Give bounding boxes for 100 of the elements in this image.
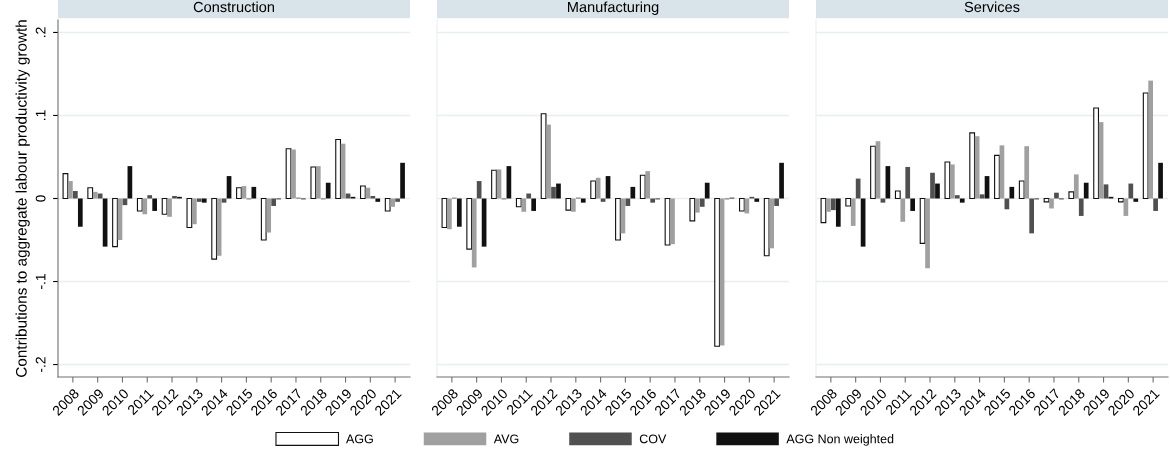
bar [625,198,631,206]
bar [1024,146,1030,199]
bar [994,154,1000,200]
bar [699,198,705,207]
bar [870,145,876,200]
bar [820,197,827,224]
bar [826,198,831,212]
bar [335,138,342,200]
bar [689,197,696,222]
bar [167,198,172,217]
bar [900,198,906,222]
bar [236,187,242,200]
bar [959,198,965,203]
bar [546,124,551,199]
bar [211,197,218,260]
legend-label: AGG [346,434,373,444]
bar [400,162,405,199]
bar [925,198,930,269]
bar [359,185,366,200]
bar [910,198,916,211]
bar [73,191,78,199]
bar [1018,180,1025,200]
bar [556,183,561,199]
bar [1009,186,1015,199]
bar [291,149,296,199]
bar [87,187,94,200]
bar [1128,183,1134,199]
bar [704,182,710,199]
bar [266,198,272,233]
bar [570,198,576,212]
bar [1073,174,1079,199]
bar [1158,162,1163,199]
bar [325,182,331,199]
bar [384,197,391,212]
bar [650,198,656,203]
bar [954,195,960,199]
bar [521,198,527,212]
bar [221,198,227,203]
bar [122,198,128,206]
bar [1054,192,1059,199]
bar [260,197,267,241]
bar [754,198,760,202]
bar [850,198,856,226]
y-tick-label: -.1 [35,274,46,290]
bar [905,166,911,199]
bar [551,186,556,199]
bar [694,198,700,213]
bar [68,181,73,199]
bar [441,197,448,229]
chart-title: Manufacturing [567,1,659,16]
bar [375,198,381,202]
bar [580,198,586,203]
bar [191,198,197,225]
bar [779,162,784,199]
bar [271,198,277,206]
bar [186,197,193,229]
bar [1117,197,1124,203]
bar [831,198,836,211]
bar [738,197,745,212]
bar [1133,198,1139,202]
bar [714,197,721,347]
bar [845,197,852,207]
bar [645,171,651,199]
bar [835,198,841,227]
bar [1029,198,1035,234]
bar [136,197,143,212]
y-axis-title: Contributions to aggregate labour productivity growth [15,20,30,377]
bar [944,161,951,200]
bar [1068,191,1075,200]
bar [447,198,452,230]
bar [1078,198,1084,216]
bar [1049,198,1054,209]
bar [969,132,976,200]
bar [310,166,317,200]
bar [456,198,462,227]
bar [531,198,537,211]
y-tick-label: -.2 [35,357,46,373]
bar [471,198,477,268]
bar [894,190,901,200]
bar [670,198,675,245]
bar [1148,80,1153,199]
bar [251,186,257,199]
bar [949,164,955,199]
bar [1083,182,1089,199]
bar [92,191,98,199]
bar [491,169,497,200]
bar [395,198,400,202]
bar [315,166,321,199]
y-tick-label: .2 [35,27,46,37]
bar [390,198,395,207]
legend-label: AVG [493,434,519,444]
bar [930,172,935,199]
bar [565,197,572,211]
legend-label: AGG Non weighted [786,434,894,446]
bar [142,198,148,215]
bar [935,183,940,199]
bar [152,198,158,211]
bar [201,198,207,203]
y-tick-label: 0 [35,195,46,202]
bar [769,198,774,249]
